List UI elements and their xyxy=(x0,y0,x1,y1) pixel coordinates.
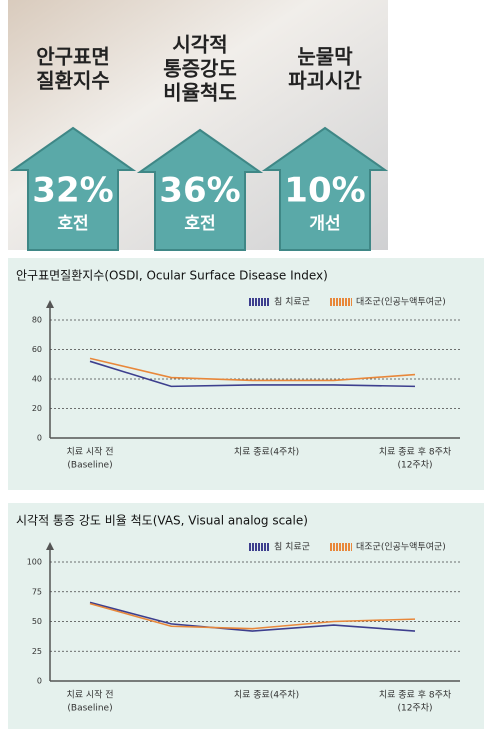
y-tick-label: 100 xyxy=(27,558,42,567)
y-tick-label: 50 xyxy=(32,617,42,626)
legend-swatch xyxy=(248,298,270,306)
chart-panel xyxy=(8,503,484,729)
x-tick-label: (Baseline) xyxy=(67,461,112,471)
banner-value: 32% xyxy=(32,171,113,211)
y-tick-label: 25 xyxy=(32,647,42,656)
y-axis-arrow xyxy=(46,300,54,308)
banner-caption: 개선 xyxy=(309,214,340,234)
x-tick-label: 치료 종료 후 8주차 xyxy=(379,689,452,701)
series-line xyxy=(89,360,416,388)
banner-title: 안구표면 xyxy=(36,45,110,69)
series-line xyxy=(89,601,416,632)
chart-title: 안구표면질환지수(OSDI, Ocular Surface Disease In… xyxy=(16,269,328,283)
banner-caption: 호전 xyxy=(184,214,215,234)
arrow xyxy=(261,126,389,251)
y-tick-label: 80 xyxy=(32,316,42,325)
series-line xyxy=(89,602,416,630)
y-tick-label: 40 xyxy=(32,375,42,384)
x-tick-label: 치료 종료 후 8주차 xyxy=(379,446,452,458)
banner-value: 36% xyxy=(159,171,240,211)
y-tick-label: 0 xyxy=(37,677,42,686)
x-tick-label: 치료 종료(4주차) xyxy=(234,689,299,701)
y-axis-arrow xyxy=(46,542,54,550)
banner-title: 눈물막 xyxy=(297,45,353,69)
arrow xyxy=(9,126,137,251)
legend-swatch xyxy=(329,543,352,551)
y-tick-label: 75 xyxy=(32,587,42,596)
legend-label: 침 치료군 xyxy=(274,541,310,553)
arrow xyxy=(136,128,264,251)
legend-label: 침 치료군 xyxy=(274,296,310,308)
legend-label: 대조군(인공누액투여군) xyxy=(356,296,446,308)
banner-title: 비율척도 xyxy=(163,81,237,105)
banner-title: 통증강도 xyxy=(163,57,237,81)
x-tick-label: (Baseline) xyxy=(67,704,112,714)
banner-caption: 호전 xyxy=(57,214,88,234)
banner-title: 파괴시간 xyxy=(288,69,362,93)
legend-label: 대조군(인공누액투여군) xyxy=(356,541,446,553)
banner-value: 10% xyxy=(284,171,365,211)
legend-swatch xyxy=(248,543,270,551)
banner-title: 질환지수 xyxy=(36,69,110,93)
y-tick-label: 0 xyxy=(37,434,42,443)
x-tick-label: 치료 종료(4주차) xyxy=(234,446,299,458)
chart-title: 시각적 통증 강도 비율 척도(VAS, Visual analog scale… xyxy=(16,514,308,528)
x-tick-label: (12주차) xyxy=(397,459,432,471)
x-tick-label: 치료 시작 전 xyxy=(66,446,113,458)
x-tick-label: (12주차) xyxy=(397,702,432,714)
legend-swatch xyxy=(329,298,352,306)
y-tick-label: 20 xyxy=(32,404,42,413)
y-tick-label: 60 xyxy=(32,345,42,354)
banner-title: 시각적 xyxy=(172,33,227,57)
x-tick-label: 치료 시작 전 xyxy=(66,689,113,701)
chart-panel xyxy=(8,258,484,490)
series-line xyxy=(89,357,416,382)
